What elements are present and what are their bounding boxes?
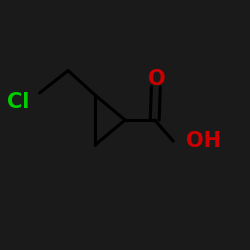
Text: OH: OH [186, 131, 220, 151]
Text: Cl: Cl [8, 92, 30, 112]
Text: O: O [148, 69, 166, 89]
